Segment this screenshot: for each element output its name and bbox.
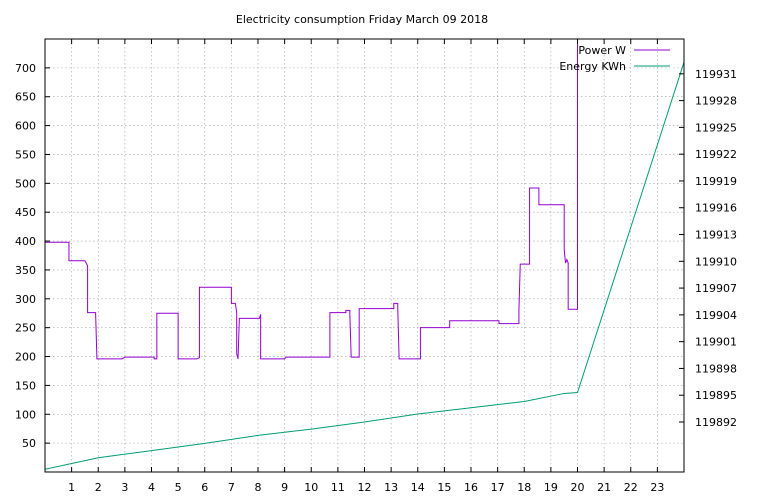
x-tick-label: 18: [517, 481, 531, 494]
x-tick-label: 19: [544, 481, 558, 494]
y-tick-label: 50: [22, 437, 36, 450]
y2-tick-label: 119904: [695, 309, 737, 322]
x-tick-label: 11: [331, 481, 345, 494]
x-tick-label: 13: [384, 481, 398, 494]
series-line-energy-kwh: [45, 62, 684, 470]
y-tick-label: 500: [15, 177, 36, 190]
x-tick-label: 22: [624, 481, 638, 494]
y-tick-label: 300: [15, 293, 36, 306]
x-tick-label: 10: [304, 481, 318, 494]
x-tick-label: 23: [650, 481, 664, 494]
y2-tick-label: 119925: [695, 121, 737, 134]
y2-tick-label: 119910: [695, 255, 737, 268]
x-tick-label: 15: [437, 481, 451, 494]
axis-ticks: 1 2 3 4 5 6 7 8 9 10 11 12 13 14 15 16 17 18 19 20 21 22 23501…: [15, 39, 737, 494]
x-tick-label: 7: [228, 481, 235, 494]
y2-tick-label: 119892: [695, 416, 737, 429]
grid: [45, 39, 684, 472]
y-tick-label: 650: [15, 91, 36, 104]
y-tick-label: 550: [15, 148, 36, 161]
y-tick-label: 100: [15, 408, 36, 421]
legend-label-power-w: Power W: [578, 44, 626, 57]
legend: Power W Energy KWh: [559, 44, 670, 73]
y2-tick-label: 119931: [695, 68, 737, 81]
x-tick-label: 3: [121, 481, 128, 494]
y-tick-label: 350: [15, 264, 36, 277]
x-tick-label: 17: [491, 481, 505, 494]
y2-tick-label: 119922: [695, 148, 737, 161]
x-tick-label: 9: [281, 481, 288, 494]
y2-tick-label: 119895: [695, 389, 737, 402]
series-line-power-w: [45, 39, 578, 360]
y2-tick-label: 119919: [695, 175, 737, 188]
x-tick-label: 8: [255, 481, 262, 494]
y-tick-label: 150: [15, 379, 36, 392]
y2-tick-label: 119928: [695, 95, 737, 108]
y-tick-label: 700: [15, 62, 36, 75]
x-tick-label: 6: [201, 481, 208, 494]
y-tick-label: 450: [15, 206, 36, 219]
x-tick-label: 14: [411, 481, 425, 494]
y2-tick-label: 119916: [695, 202, 737, 215]
x-tick-label: 16: [464, 481, 478, 494]
y2-tick-label: 119913: [695, 229, 737, 242]
y-tick-label: 600: [15, 120, 36, 133]
x-tick-label: 20: [571, 481, 585, 494]
x-tick-label: 2: [95, 481, 102, 494]
x-tick-label: 5: [175, 481, 182, 494]
x-tick-label: 12: [358, 481, 372, 494]
legend-label-energy-kwh: Energy KWh: [559, 60, 626, 73]
y2-tick-label: 119901: [695, 336, 737, 349]
y-tick-label: 400: [15, 235, 36, 248]
x-tick-label: 21: [597, 481, 611, 494]
x-tick-label: 1: [68, 481, 75, 494]
y-tick-label: 200: [15, 351, 36, 364]
y-tick-label: 250: [15, 322, 36, 335]
x-tick-label: 4: [148, 481, 155, 494]
y2-tick-label: 119907: [695, 282, 737, 295]
y2-tick-label: 119898: [695, 362, 737, 375]
plot-series: [45, 39, 684, 470]
chart-title: Electricity consumption Friday March 09 …: [236, 13, 488, 26]
